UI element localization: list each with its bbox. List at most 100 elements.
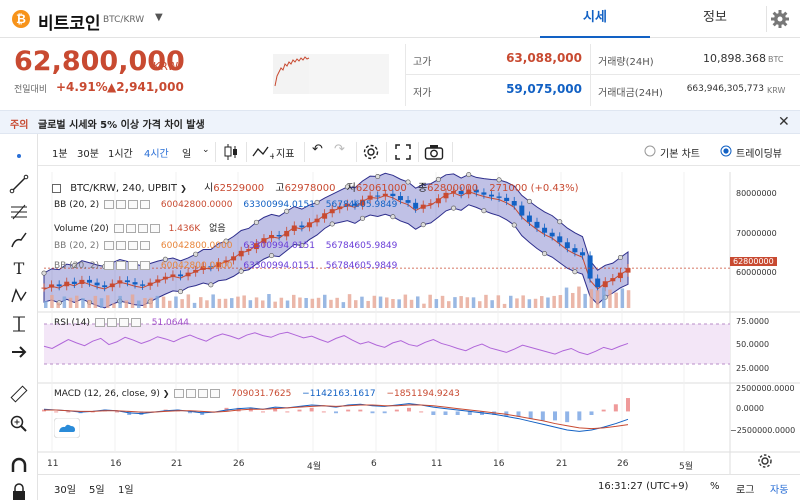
ruler-icon[interactable] (9, 384, 29, 404)
close-icon[interactable] (198, 389, 209, 398)
clock-time: 16:31:27 (UTC+9) (598, 481, 689, 492)
eye-icon[interactable] (104, 241, 115, 250)
settings-icon[interactable] (125, 224, 136, 233)
candle-body (610, 278, 616, 282)
candle-body (451, 191, 457, 193)
chart-settings-icon[interactable] (362, 143, 380, 161)
close-icon[interactable] (128, 261, 139, 270)
text-tool-icon[interactable]: T (9, 258, 29, 278)
pattern-tool-icon[interactable] (9, 286, 29, 306)
percent-toggle[interactable]: % (710, 481, 720, 492)
settings-icon[interactable] (116, 241, 127, 250)
more-icon[interactable] (149, 224, 160, 233)
bb-marker (435, 176, 441, 182)
candle-body (185, 272, 191, 277)
close-icon[interactable] (128, 200, 139, 209)
fullscreen-icon[interactable] (394, 143, 412, 161)
volume-bar (174, 296, 178, 308)
macd-signal-line (44, 404, 629, 430)
crosshair-dot-icon[interactable] (9, 146, 29, 166)
volume-value: 10,898.368 (703, 52, 766, 65)
indicator-button[interactable]: 지표 (276, 149, 295, 160)
settings-icon[interactable] (186, 389, 197, 398)
settings-icon[interactable] (116, 261, 127, 270)
eye-icon[interactable] (104, 261, 115, 270)
more-icon[interactable] (140, 261, 151, 270)
trend-line-icon[interactable] (9, 174, 29, 194)
chevron-down-icon[interactable]: ❯ (180, 184, 187, 193)
chevron-down-icon[interactable]: ⌄ (202, 145, 210, 155)
rsi-tick: 25.0000 (736, 364, 770, 373)
volume-bar (304, 297, 308, 308)
tradingview-radio[interactable] (720, 145, 732, 157)
bitcoin-icon: ₿ (12, 10, 30, 28)
candle-body (542, 227, 548, 233)
interval-1h[interactable]: 1시간 (108, 149, 133, 160)
basic-chart-label[interactable]: 기본 차트 (660, 149, 700, 160)
candle-body (306, 222, 312, 228)
candle-body (87, 279, 93, 283)
log-toggle[interactable]: 로그 (736, 485, 755, 496)
eye-icon[interactable] (104, 200, 115, 209)
macd-histogram-bar (115, 411, 119, 413)
indicator-icon[interactable]: + (252, 144, 274, 160)
macd-histogram-bar (285, 411, 290, 413)
zoom-in-icon[interactable] (9, 414, 29, 434)
fib-tool-icon[interactable] (9, 202, 29, 222)
candle-body (405, 200, 411, 203)
tab-quote[interactable]: 시세 (540, 0, 650, 38)
interval-day[interactable]: 일 (182, 149, 192, 160)
undo-icon[interactable]: ↶ (312, 142, 323, 157)
range-5d[interactable]: 5일 (89, 485, 105, 496)
candle-body (572, 248, 578, 253)
tab-info[interactable]: 정보 (703, 10, 727, 25)
volume-bar (242, 295, 246, 308)
interval-1m[interactable]: 1분 (52, 149, 68, 160)
volume-bar (211, 294, 215, 308)
more-icon[interactable] (210, 389, 221, 398)
interval-4h[interactable]: 4시간 (144, 149, 169, 160)
candlestick-icon[interactable] (223, 143, 239, 161)
settings-icon[interactable] (106, 318, 117, 327)
volume-bar (93, 295, 98, 308)
camera-icon[interactable] (424, 143, 444, 161)
eye-icon[interactable] (174, 389, 185, 398)
measure-tool-icon[interactable] (9, 314, 29, 334)
volume-bar (180, 299, 184, 308)
close-icon[interactable]: ✕ (778, 114, 790, 130)
more-icon[interactable] (140, 241, 151, 250)
auto-toggle[interactable]: 자동 (770, 485, 789, 496)
price-tick: 70000000 (736, 229, 777, 238)
redo-icon[interactable]: ↷ (334, 142, 345, 157)
magnet-icon[interactable] (9, 456, 29, 476)
tradingview-label[interactable]: 트레이딩뷰 (736, 149, 782, 160)
gear-icon[interactable] (756, 452, 774, 470)
settings-button[interactable] (766, 6, 792, 32)
candle-body (147, 282, 153, 286)
basic-chart-radio[interactable] (644, 145, 656, 157)
candle-body (526, 215, 532, 222)
lock-icon[interactable] (9, 482, 29, 500)
candle-body (49, 284, 55, 288)
eye-icon[interactable] (113, 224, 124, 233)
interval-30m[interactable]: 30분 (77, 149, 99, 160)
candle-body (193, 269, 199, 273)
more-icon[interactable] (140, 200, 151, 209)
change-label: 전일대비 (14, 85, 48, 95)
volume-bar (354, 300, 358, 308)
bb-marker (193, 251, 199, 257)
eye-icon[interactable] (94, 318, 105, 327)
range-1d[interactable]: 1일 (118, 485, 134, 496)
chevron-down-icon[interactable]: ❯ (162, 389, 170, 398)
range-30d[interactable]: 30일 (54, 485, 76, 496)
close-icon[interactable] (128, 241, 139, 250)
more-icon[interactable] (130, 318, 141, 327)
close-icon[interactable] (118, 318, 129, 327)
settings-icon[interactable] (116, 200, 127, 209)
brush-icon[interactable] (9, 230, 29, 250)
arrow-right-icon[interactable] (9, 342, 29, 362)
chevron-down-icon[interactable]: ▼ (155, 12, 163, 23)
close-icon[interactable] (137, 224, 148, 233)
candle-body (390, 193, 396, 197)
